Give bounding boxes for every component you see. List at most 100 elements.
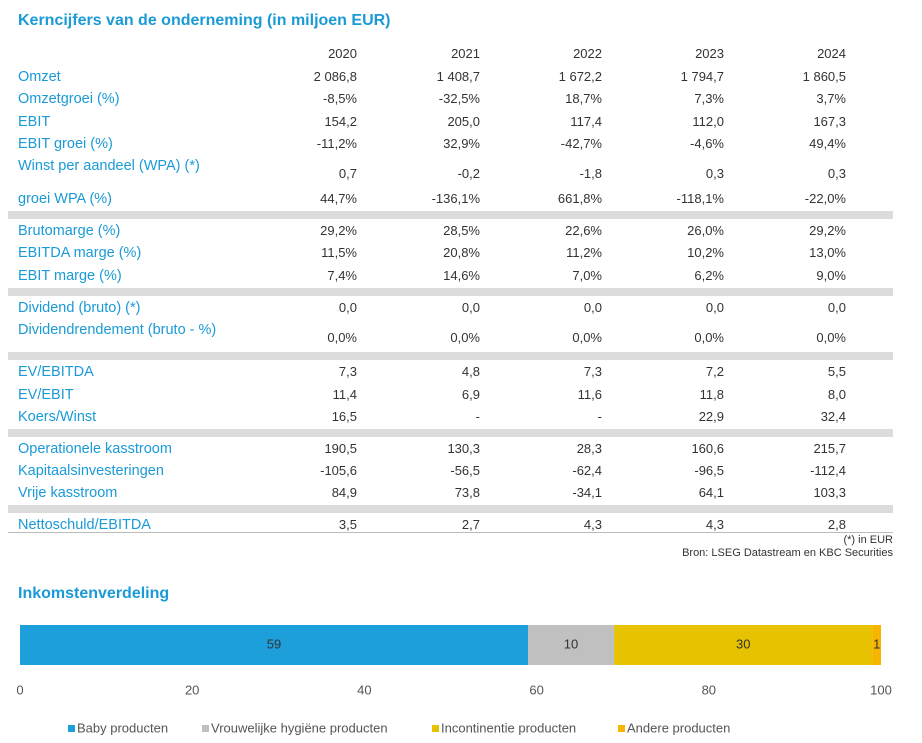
cell: 8,0 <box>827 386 846 402</box>
cell: 7,4% <box>327 267 357 283</box>
row-label: EBIT groei (%) <box>18 135 113 152</box>
cell: 0,0 <box>338 299 357 315</box>
row-label: EBIT marge (%) <box>18 267 122 284</box>
cell: 1 408,7 <box>436 69 480 84</box>
column-header: 2022 <box>573 46 602 61</box>
cell: 5,5 <box>827 364 846 380</box>
cell: 112,0 <box>692 113 724 129</box>
cell: 29,2% <box>809 222 846 238</box>
cell: 7,2 <box>705 364 724 380</box>
legend-label: Incontinentie producten <box>441 720 576 735</box>
cell: -96,5 <box>694 463 724 479</box>
cell: 130,3 <box>447 440 480 456</box>
cell: 6,2% <box>694 267 724 283</box>
cell: 26,0% <box>687 222 724 238</box>
cell: 22,6% <box>565 222 602 238</box>
bar-segment <box>872 625 881 665</box>
cell: -22,0% <box>804 190 846 206</box>
legend-label: Vrouwelijke hygiëne producten <box>211 720 388 735</box>
cell: 11,5% <box>321 245 357 261</box>
cell: 2,8 <box>827 517 846 533</box>
cell: 3,5 <box>338 517 357 533</box>
cell: 190,5 <box>324 440 357 456</box>
cell: 6,9 <box>461 386 480 402</box>
x-tick-label: 0 <box>16 682 23 697</box>
row-label: Operationele kasstroom <box>18 440 172 457</box>
bar-segment <box>614 625 873 665</box>
row-label: EV/EBITDA <box>18 364 94 381</box>
cell: 0,0 <box>583 299 602 315</box>
cell: 0,0% <box>572 329 602 345</box>
cell: 0,3 <box>827 165 846 181</box>
cell: -118,1% <box>676 190 724 206</box>
cell: -105,6 <box>320 463 357 479</box>
cell: 10,2% <box>687 245 724 261</box>
cell: -62,4 <box>572 463 602 479</box>
cell: 103,3 <box>813 485 846 501</box>
row-label: EBIT <box>18 113 51 130</box>
cell: 32,9% <box>443 135 480 151</box>
table-bottom-rule <box>8 532 893 533</box>
column-header: 2021 <box>451 46 480 61</box>
column-header: 2020 <box>328 46 357 61</box>
cell: 0,0% <box>327 329 357 345</box>
cell: 44,7% <box>320 190 357 206</box>
cell: 4,3 <box>705 517 724 533</box>
x-tick-label: 60 <box>529 682 543 697</box>
legend-label: Baby producten <box>77 720 168 735</box>
cell: 29,2% <box>320 222 357 238</box>
cell: 18,7% <box>565 91 602 107</box>
row-label: Nettoschuld/EBITDA <box>18 517 151 534</box>
cell: 7,3 <box>583 364 602 380</box>
cell: 22,9 <box>698 408 724 424</box>
cell: 0,0 <box>705 299 724 315</box>
row-label: Koers/Winst <box>18 408 97 425</box>
cell: 0,0% <box>450 329 480 345</box>
row-label: EBITDA marge (%) <box>18 245 142 262</box>
cell: -0,2 <box>457 165 480 181</box>
cell: 16,5 <box>331 408 357 424</box>
cell: 7,3 <box>338 364 357 380</box>
bar-segment <box>527 625 615 665</box>
cell: 7,3% <box>694 91 724 107</box>
x-tick-label: 80 <box>702 682 716 697</box>
cell: 154,2 <box>324 113 357 129</box>
row-label: Omzetgroei (%) <box>18 91 120 108</box>
cell: -42,7% <box>560 135 602 151</box>
row-label: EV/EBIT <box>18 386 74 403</box>
cell: 1 794,7 <box>680 69 724 84</box>
row-label: Kapitaalsinvesteringen <box>18 463 164 480</box>
cell: -56,5 <box>450 463 480 479</box>
cell: 167,3 <box>813 113 846 129</box>
cell: 1 672,2 <box>558 69 602 84</box>
cell: -1,8 <box>579 165 602 181</box>
row-label: Winst per aandeel (WPA) (*) <box>18 157 200 174</box>
cell: -136,1% <box>431 190 480 206</box>
cell: 0,7 <box>338 165 357 181</box>
cell: -4,6% <box>690 135 724 151</box>
cell: 160,6 <box>691 440 724 456</box>
cell: -112,4 <box>810 463 846 479</box>
data-label: 10 <box>564 636 578 651</box>
group-separator <box>8 287 893 296</box>
cell: 14,6% <box>443 267 480 283</box>
cell: - <box>597 408 602 424</box>
cell: 3,7% <box>816 91 846 107</box>
cell: 49,4% <box>809 135 846 151</box>
footnote: Bron: LSEG Datastream en KBC Securities <box>682 547 893 559</box>
cell: 0,0 <box>827 299 846 315</box>
cell: 117,4 <box>570 113 602 129</box>
cell: -34,1 <box>572 485 602 501</box>
cell: 32,4 <box>820 408 846 424</box>
row-label: Brutomarge (%) <box>18 222 121 239</box>
cell: 11,4 <box>332 386 357 402</box>
x-tick-label: 100 <box>870 682 892 697</box>
legend-swatch <box>618 725 625 732</box>
legend-label: Andere producten <box>627 720 730 735</box>
group-separator <box>8 428 893 437</box>
cell: 661,8% <box>557 190 602 206</box>
cell: 2,7 <box>461 517 480 533</box>
cell: 64,1 <box>698 485 724 501</box>
cell: 84,9 <box>331 485 357 501</box>
